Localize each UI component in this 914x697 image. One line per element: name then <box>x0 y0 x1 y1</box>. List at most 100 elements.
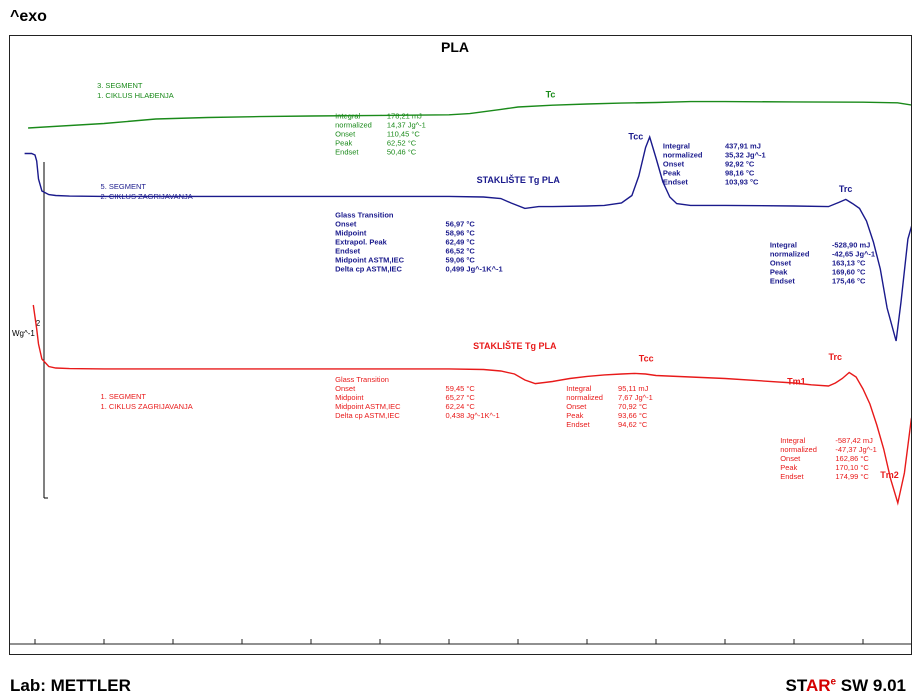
result-label: Endset <box>770 277 796 286</box>
result-value: 98,16 °C <box>725 168 755 177</box>
result-label: Peak <box>663 168 681 177</box>
segment-label-blue: 2. CIKLUS ZAGRIJAVANJA <box>101 192 193 201</box>
result-value: 162,86 °C <box>835 454 869 463</box>
result-label: Onset <box>335 384 356 393</box>
result-value: -528,90 mJ <box>832 241 870 250</box>
result-value: 95,11 mJ <box>618 384 649 393</box>
result-label: Midpoint ASTM,IEC <box>335 402 401 411</box>
result-label: Integral <box>770 241 797 250</box>
result-value: 62,24 °C <box>446 402 476 411</box>
result-value: 163,13 °C <box>832 259 866 268</box>
y-scale-value: 2 <box>36 319 41 328</box>
result-value: 178,21 mJ <box>387 112 422 121</box>
result-label: normalized <box>566 393 603 402</box>
dsc-chart: PLA-80-60-40-20020406080100120140160°C2W… <box>10 39 911 645</box>
result-label: Endset <box>663 177 689 186</box>
result-value: -42,65 Jg^-1 <box>832 250 875 259</box>
result-label: Endset <box>780 472 804 481</box>
result-label: Onset <box>335 130 356 139</box>
series-line-green <box>28 100 911 129</box>
result-value: 94,62 °C <box>618 420 648 429</box>
result-label: Midpoint <box>335 228 367 237</box>
series-line-blue <box>24 134 911 342</box>
series-line-red <box>32 304 911 506</box>
result-label: Peak <box>335 139 352 148</box>
segment-label-red: 1. CIKLUS ZAGRIJAVANJA <box>101 402 193 411</box>
result-label: Onset <box>566 402 587 411</box>
result-value: 65,27 °C <box>446 393 476 402</box>
result-label: Integral <box>663 141 690 150</box>
result-label: normalized <box>770 250 810 259</box>
chart-frame: PLA-80-60-40-20020406080100120140160°C2W… <box>9 35 912 655</box>
result-label: normalized <box>780 445 817 454</box>
result-label: Peak <box>770 268 788 277</box>
result-label: normalized <box>663 150 703 159</box>
chart-title: PLA <box>441 39 469 55</box>
result-label: Midpoint <box>335 393 364 402</box>
result-value: 93,66 °C <box>618 411 648 420</box>
peak-annotation: Tcc <box>628 131 643 141</box>
result-label: Endset <box>335 246 361 255</box>
result-label: Glass Transition <box>335 375 389 384</box>
software-st: ST <box>785 676 806 695</box>
peak-annotation: Trc <box>839 184 853 194</box>
result-value: 66,52 °C <box>446 246 476 255</box>
result-label: Peak <box>566 411 583 420</box>
peak-annotation: Trc <box>829 352 843 362</box>
result-label: Delta cp ASTM,IEC <box>335 411 400 420</box>
peak-annotation: Tm1 <box>787 377 806 387</box>
result-value: 174,99 °C <box>835 472 869 481</box>
y-axis-unit-label: Wg^-1 <box>12 329 35 338</box>
result-value: 62,49 °C <box>446 237 476 246</box>
result-value: 175,46 °C <box>832 277 866 286</box>
result-value: 62,52 °C <box>387 139 417 148</box>
result-value: 0,499 Jg^-1K^-1 <box>446 264 503 273</box>
peak-annotation: Tc <box>546 89 556 99</box>
peak-annotation: STAKLIŠTE Tg PLA <box>477 174 561 185</box>
segment-label-green: 1. CIKLUS HLAĐENJA <box>97 91 174 100</box>
segment-label-green: 3. SEGMENT <box>97 81 143 90</box>
result-value: 170,10 °C <box>835 463 869 472</box>
peak-annotation: STAKLIŠTE Tg PLA <box>473 340 557 351</box>
software-ar: AR <box>805 676 831 695</box>
result-value: 59,06 °C <box>446 255 476 264</box>
result-label: Glass Transition <box>335 210 394 219</box>
result-label: Integral <box>566 384 591 393</box>
result-value: 14,37 Jg^-1 <box>387 121 426 130</box>
peak-annotation: Tm2 <box>880 470 899 480</box>
result-value: 7,67 Jg^-1 <box>618 393 653 402</box>
result-value: 92,92 °C <box>725 159 755 168</box>
result-label: Extrapol. Peak <box>335 237 388 246</box>
result-label: Delta cp ASTM,IEC <box>335 264 402 273</box>
lab-label: Lab: METTLER <box>10 676 131 695</box>
segment-label-red: 1. SEGMENT <box>101 392 147 401</box>
result-value: 58,96 °C <box>446 228 476 237</box>
result-label: Onset <box>780 454 801 463</box>
result-label: Midpoint ASTM,IEC <box>335 255 404 264</box>
result-label: Onset <box>770 259 792 268</box>
result-value: 70,92 °C <box>618 402 648 411</box>
result-value: -47,37 Jg^-1 <box>835 445 876 454</box>
result-label: Onset <box>663 159 685 168</box>
result-value: 103,93 °C <box>725 177 759 186</box>
peak-annotation: Tcc <box>639 353 654 363</box>
result-value: -587,42 mJ <box>835 436 873 445</box>
software-version: SW 9.01 <box>836 676 906 695</box>
result-value: 0,438 Jg^-1K^-1 <box>446 411 500 420</box>
result-label: Integral <box>780 436 805 445</box>
result-label: normalized <box>335 121 372 130</box>
result-label: Endset <box>335 148 359 157</box>
result-value: 59,45 °C <box>446 384 476 393</box>
result-label: Onset <box>335 219 357 228</box>
result-value: 169,60 °C <box>832 268 866 277</box>
software-e: e <box>830 676 837 688</box>
result-value: 110,45 °C <box>387 130 420 139</box>
result-value: 35,32 Jg^-1 <box>725 150 766 159</box>
result-label: Peak <box>780 463 797 472</box>
software-label: STARe SW 9.01 <box>785 676 906 696</box>
result-value: 50,46 °C <box>387 148 417 157</box>
segment-label-blue: 5. SEGMENT <box>101 182 147 191</box>
result-label: Integral <box>335 112 360 121</box>
result-label: Endset <box>566 420 590 429</box>
exo-direction-label: ^exo <box>10 8 47 25</box>
